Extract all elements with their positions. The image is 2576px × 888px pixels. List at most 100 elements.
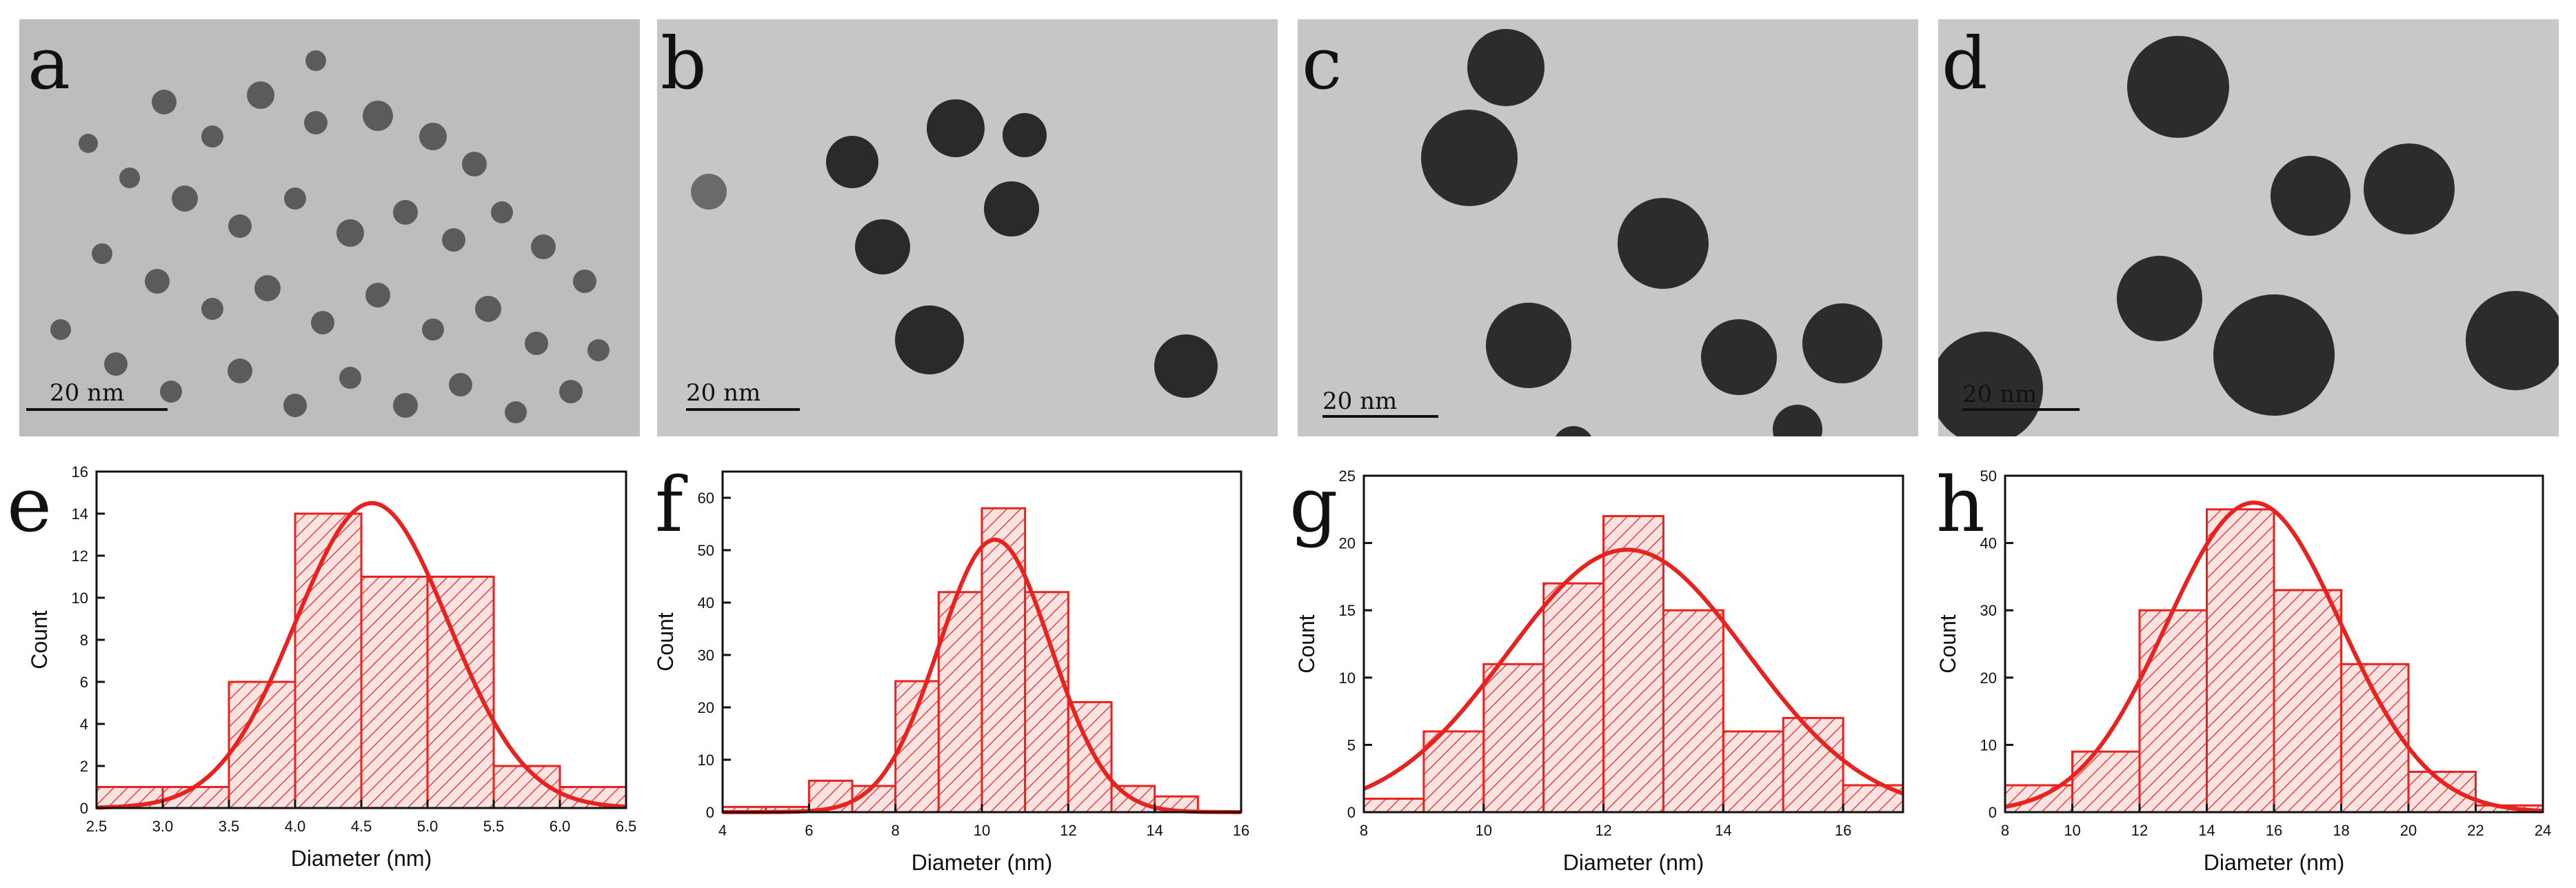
x-tick-label: 20: [2400, 822, 2417, 839]
x-tick-label: 12: [1595, 822, 1611, 839]
histogram-h: 8 10 12 14 16 18 20 22 24 0 10 20 30 40 50 Diameter (nm…: [1935, 461, 2551, 875]
y-tick-label: 0: [1989, 804, 1997, 821]
bar: [2138, 609, 2208, 814]
y-tick-label: 50: [698, 542, 714, 559]
x-axis-label: Diameter (nm): [1563, 850, 1704, 875]
x-tick-label: 3.5: [219, 818, 240, 835]
scale-bar-a: [26, 408, 168, 411]
x-tick-label: 12: [1060, 822, 1076, 839]
x-tick-label: 10: [1476, 822, 1492, 839]
y-tick-label: 40: [1980, 535, 1997, 552]
y-axis-label: Count: [1935, 614, 1960, 674]
y-tick-label: 15: [1339, 602, 1356, 619]
y-tick-label: 20: [1339, 535, 1356, 552]
tem-particles-b: [657, 19, 1278, 436]
bar: [980, 507, 1027, 814]
histogram-g: 8 10 12 14 16 0 5 10 15 20 25 Diameter (nm) Count g: [1289, 461, 1904, 875]
y-tick-label: 14: [72, 505, 88, 523]
panel-letter-a: a: [28, 21, 71, 105]
x-tick-label: 16: [1835, 822, 1851, 839]
x-axis-label: Diameter (nm): [2204, 850, 2344, 875]
tem-image-b: [657, 19, 1278, 436]
x-tick-label: 8: [2001, 822, 2009, 839]
x-tick-label: 18: [2333, 822, 2349, 839]
y-tick-label: 10: [1980, 736, 1997, 754]
bar: [1722, 730, 1784, 814]
bar: [1067, 700, 1113, 814]
x-tick-label: 6: [805, 822, 813, 839]
histogram-f: 4 6 8 10 12 14 16 0 10 20 30 40 50 60 Diameter (nm) Cou…: [653, 461, 1249, 875]
scale-label-d: 20 nm: [1962, 381, 2037, 408]
bar: [1482, 663, 1545, 814]
y-axis-label: Count: [653, 612, 678, 672]
panel-letter-f: f: [655, 461, 688, 549]
bar: [1362, 797, 1425, 814]
y-axis-label: Count: [27, 610, 52, 669]
histogram-e: 2.5 3.0 3.5 4.0 4.5 5.0 5.5 6.0 6.5 0 2 4 6 8 10 12 14 16…: [7, 461, 636, 871]
x-tick-label: 6.5: [616, 818, 637, 835]
y-tick-label: 25: [1339, 467, 1356, 485]
x-tick-label: 22: [2467, 822, 2484, 839]
x-tick-label: 4: [718, 822, 727, 839]
x-tick-label: 8: [892, 822, 900, 839]
gaussian-fit-line: [2004, 501, 2544, 814]
bar: [2206, 508, 2275, 814]
x-tick-label: 3.0: [152, 818, 174, 835]
y-tick-label: 0: [1347, 804, 1356, 821]
bar: [294, 512, 363, 809]
y-axis-label: Count: [1294, 614, 1319, 674]
tem-particles-a: [19, 19, 640, 436]
tem-image-d: [1938, 19, 2559, 436]
x-tick-label: 10: [974, 822, 990, 839]
y-tick-label: 6: [80, 674, 88, 691]
y-tick-label: 50: [1980, 467, 1997, 485]
bar: [1602, 515, 1664, 814]
panel-letter-d: d: [1942, 21, 1988, 105]
scale-label-a: 20 nm: [50, 379, 125, 407]
y-tick-label: 40: [698, 594, 714, 612]
tem-image-c: [1298, 19, 1918, 436]
bar: [360, 576, 429, 809]
y-tick-label: 16: [72, 463, 88, 481]
x-tick-label: 6.0: [550, 818, 571, 835]
x-tick-label: 14: [2198, 822, 2215, 839]
y-tick-label: 10: [698, 751, 714, 769]
x-tick-label: 16: [2266, 822, 2282, 839]
x-tick-label: 14: [1715, 822, 1731, 839]
scale-label-c: 20 nm: [1322, 387, 1398, 415]
bar: [2340, 663, 2410, 814]
x-axis-label: Diameter (nm): [912, 850, 1052, 875]
x-tick-label: 4.5: [351, 818, 372, 835]
gaussian-fit-line: [96, 501, 627, 810]
x-tick-label: 5.0: [417, 818, 439, 835]
y-tick-label: 0: [706, 804, 714, 821]
x-axis-label: Diameter (nm): [291, 846, 432, 871]
y-tick-label: 20: [1980, 669, 1997, 687]
y-tick-label: 2: [80, 758, 88, 775]
bar: [1024, 591, 1069, 814]
y-tick-label: 0: [80, 800, 88, 817]
x-tick-label: 5.5: [483, 818, 505, 835]
bar: [2273, 589, 2342, 814]
panel-letter-e: e: [7, 461, 52, 549]
scale-bar-d: [1962, 408, 2080, 411]
bar: [1662, 609, 1724, 814]
x-tick-label: 10: [2064, 822, 2080, 839]
bar: [426, 576, 495, 809]
panel-letter-h: h: [1936, 461, 1985, 549]
y-tick-label: 30: [1980, 602, 1997, 619]
x-tick-label: 8: [1360, 822, 1368, 839]
tem-particles-d: [1938, 19, 2559, 436]
x-tick-label: 2.5: [86, 818, 108, 835]
x-tick-label: 14: [1146, 822, 1163, 839]
y-tick-label: 30: [698, 647, 714, 664]
gaussian-fit-line: [1362, 547, 1904, 796]
x-tick-label: 4.0: [285, 818, 306, 835]
tem-image-a: [19, 19, 640, 436]
y-tick-label: 10: [72, 589, 88, 607]
x-tick-label: 12: [2131, 822, 2148, 839]
y-tick-label: 20: [698, 699, 714, 716]
panel-letter-g: g: [1289, 461, 1338, 549]
bar: [1542, 582, 1605, 814]
